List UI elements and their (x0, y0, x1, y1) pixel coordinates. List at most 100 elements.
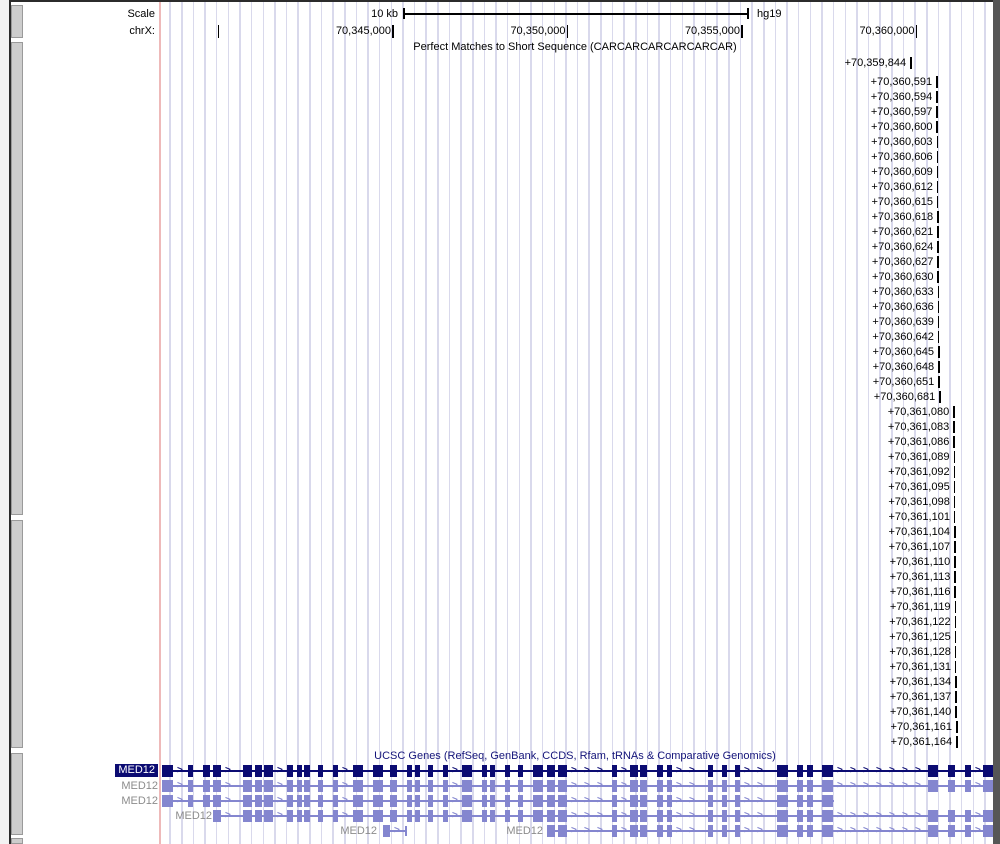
exon[interactable] (407, 765, 412, 777)
exon[interactable] (558, 825, 567, 837)
match-tick[interactable] (936, 76, 938, 88)
exon[interactable] (318, 810, 323, 822)
match-tick[interactable] (953, 436, 955, 448)
exon[interactable] (612, 810, 617, 822)
exon[interactable] (547, 810, 555, 822)
intron-line[interactable] (162, 800, 834, 802)
exon[interactable] (318, 795, 323, 807)
exon[interactable] (708, 765, 713, 777)
exon[interactable] (243, 810, 252, 822)
exon[interactable] (558, 780, 567, 792)
exon[interactable] (490, 780, 495, 792)
exon[interactable] (533, 795, 543, 807)
match-tick[interactable] (953, 451, 955, 463)
gene-label[interactable]: MED12 (121, 780, 158, 792)
exon[interactable] (264, 765, 273, 777)
exon[interactable] (558, 765, 567, 777)
exon[interactable] (203, 780, 210, 792)
exon[interactable] (383, 825, 390, 837)
exon[interactable] (533, 765, 543, 777)
exon[interactable] (708, 795, 713, 807)
gene-label[interactable]: MED12 (121, 795, 158, 807)
match-tick[interactable] (954, 631, 957, 643)
match-position-label[interactable]: +70,361,131 (889, 661, 951, 673)
match-position-label[interactable]: +70,361,161 (890, 721, 953, 733)
exon[interactable] (928, 825, 938, 837)
match-tick[interactable] (937, 286, 940, 298)
exon[interactable] (255, 780, 262, 792)
exon[interactable] (264, 780, 273, 792)
exon[interactable] (353, 795, 363, 807)
exon[interactable] (162, 780, 173, 792)
match-tick[interactable] (936, 91, 938, 103)
exon[interactable] (612, 765, 617, 777)
match-tick[interactable] (936, 106, 938, 118)
exon[interactable] (983, 780, 994, 792)
exon[interactable] (797, 780, 803, 792)
exon[interactable] (822, 825, 833, 837)
match-position-label[interactable]: +70,361,098 (888, 496, 950, 508)
exon[interactable] (735, 825, 740, 837)
exon[interactable] (722, 765, 727, 777)
exon[interactable] (162, 765, 173, 777)
match-position-label[interactable]: +70,360,621 (871, 226, 934, 238)
match-tick[interactable] (956, 721, 958, 733)
track-drag-handle[interactable] (11, 838, 23, 844)
exon[interactable] (333, 765, 338, 777)
exon[interactable] (983, 765, 994, 777)
exon[interactable] (213, 795, 221, 807)
exon[interactable] (612, 825, 617, 837)
exon[interactable] (735, 810, 740, 822)
exon[interactable] (333, 810, 338, 822)
match-tick[interactable] (954, 646, 957, 658)
exon[interactable] (243, 780, 252, 792)
exon[interactable] (948, 765, 955, 777)
exon[interactable] (640, 780, 647, 792)
exon[interactable] (777, 795, 788, 807)
exon[interactable] (807, 810, 813, 822)
exon[interactable] (708, 780, 713, 792)
match-tick[interactable] (955, 676, 957, 688)
exon[interactable] (657, 795, 663, 807)
exon[interactable] (353, 810, 363, 822)
exon[interactable] (822, 810, 833, 822)
exon[interactable] (797, 795, 803, 807)
match-position-label[interactable]: +70,360,645 (872, 346, 935, 358)
intron-line[interactable] (383, 830, 406, 832)
exon[interactable] (304, 780, 310, 792)
exon[interactable] (415, 810, 420, 822)
match-position-label[interactable]: +70,360,600 (870, 121, 933, 133)
exon[interactable] (735, 765, 740, 777)
exon[interactable] (547, 765, 555, 777)
match-position-label[interactable]: +70,361,086 (887, 436, 950, 448)
match-tick[interactable] (937, 271, 939, 283)
exon[interactable] (428, 795, 433, 807)
match-position-label[interactable]: +70,360,609 (871, 166, 933, 178)
exon[interactable] (203, 765, 210, 777)
exon[interactable] (928, 780, 938, 792)
match-position-label[interactable]: +70,360,642 (872, 331, 934, 343)
exon[interactable] (287, 795, 293, 807)
exon[interactable] (318, 765, 323, 777)
exon[interactable] (373, 780, 383, 792)
exon[interactable] (505, 810, 510, 822)
exon[interactable] (965, 810, 971, 822)
exon[interactable] (667, 825, 672, 837)
match-position-label[interactable]: +70,361,119 (889, 601, 951, 613)
exon[interactable] (255, 810, 262, 822)
exon[interactable] (188, 795, 193, 807)
exon[interactable] (213, 765, 221, 777)
match-position-label[interactable]: +70,361,083 (887, 421, 950, 433)
exon[interactable] (630, 810, 638, 822)
match-position-label[interactable]: +70,361,080 (887, 406, 950, 418)
exon[interactable] (822, 795, 833, 807)
match-tick[interactable] (953, 466, 956, 478)
exon[interactable] (505, 795, 510, 807)
exon[interactable] (722, 825, 727, 837)
match-position-label[interactable]: +70,361,107 (888, 541, 951, 553)
match-position-label[interactable]: +70,360,612 (871, 181, 933, 193)
intron-line[interactable] (162, 785, 994, 787)
exon[interactable] (983, 825, 993, 837)
exon[interactable] (373, 810, 383, 822)
exon[interactable] (443, 765, 448, 777)
